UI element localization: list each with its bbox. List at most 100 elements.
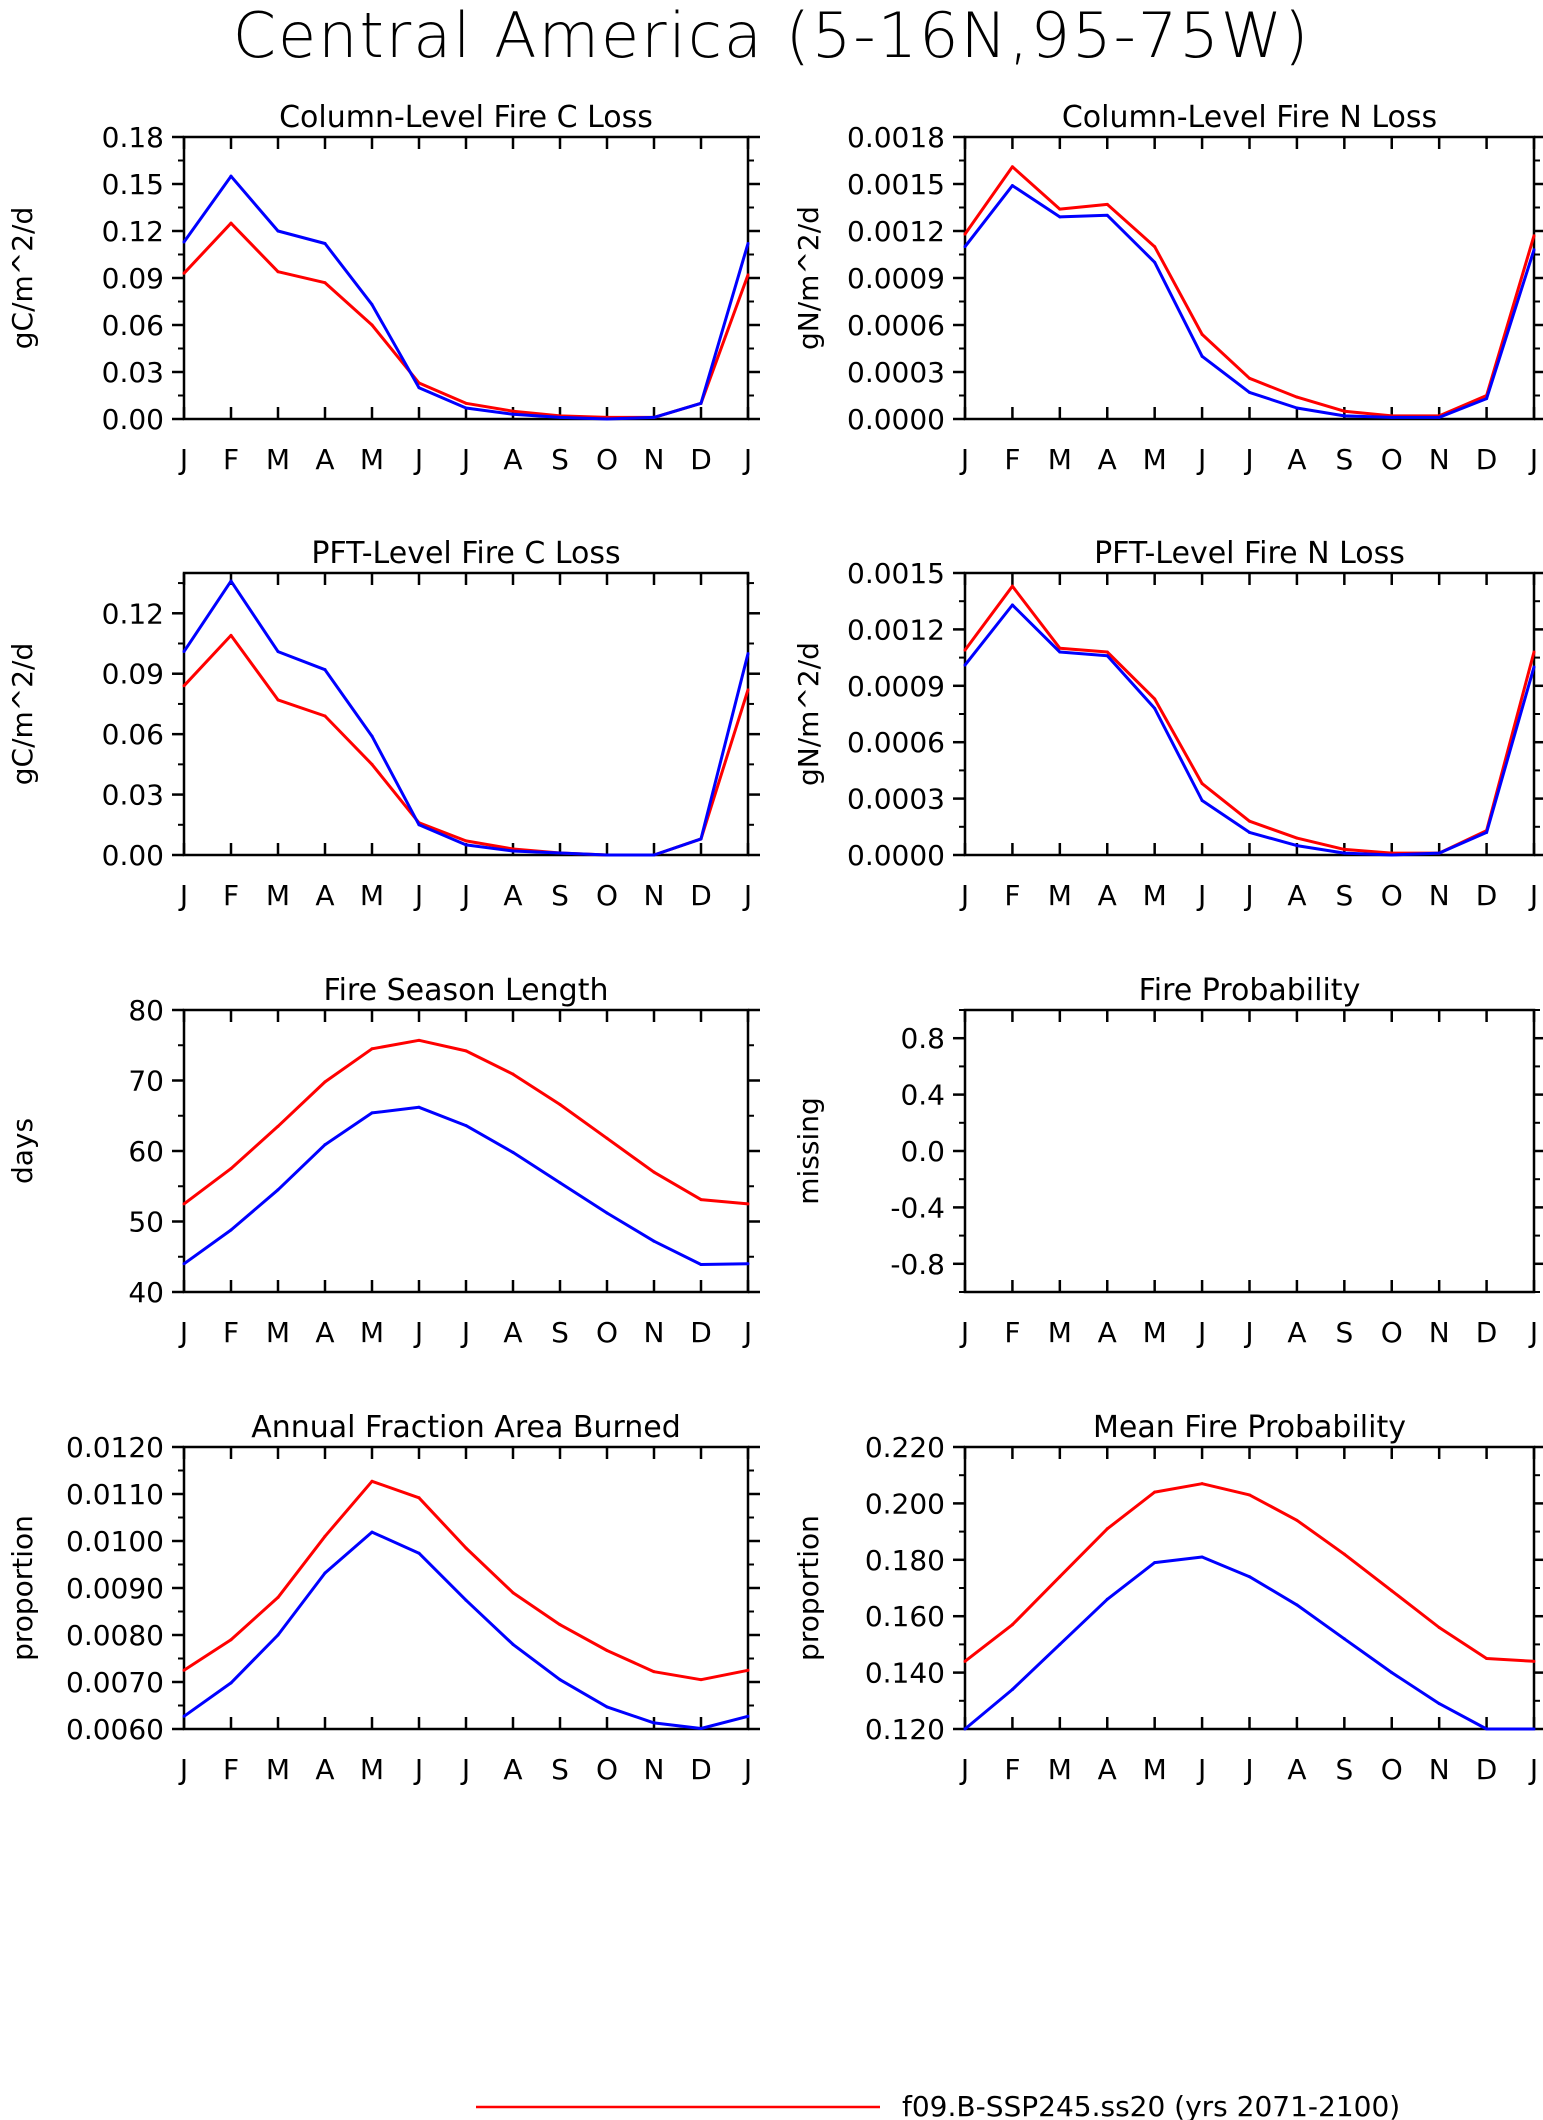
data-point bbox=[276, 1633, 280, 1637]
data-point bbox=[276, 1595, 280, 1599]
y-axis-label: gC/m^2/d bbox=[6, 643, 39, 786]
data-point bbox=[1010, 584, 1014, 588]
x-tick-label: O bbox=[596, 1316, 618, 1349]
data-point bbox=[1105, 650, 1109, 654]
x-tick-label: D bbox=[1476, 443, 1498, 476]
x-tick-label: D bbox=[1476, 1316, 1498, 1349]
x-tick-label: J bbox=[413, 443, 423, 476]
y-tick-label: 0.00 bbox=[102, 403, 164, 436]
chart-title: Mean Fire Probability bbox=[1093, 1410, 1406, 1445]
x-tick-label: J bbox=[1196, 1753, 1206, 1786]
x-tick-label: J bbox=[1243, 443, 1253, 476]
page-title: Central America (5-16N,95-75W) bbox=[232, 0, 1311, 72]
y-tick-label: -0.8 bbox=[890, 1248, 945, 1281]
y-tick-label: 0.180 bbox=[865, 1544, 945, 1577]
blue-series-line bbox=[963, 184, 1536, 419]
y-tick-label: 0.0100 bbox=[66, 1525, 164, 1558]
x-tick-label: S bbox=[1335, 443, 1353, 476]
data-point bbox=[511, 409, 515, 413]
x-tick-label: M bbox=[1143, 1753, 1167, 1786]
data-point bbox=[963, 648, 967, 652]
x-tick-label: S bbox=[551, 1753, 569, 1786]
y-tick-label: 0.03 bbox=[102, 356, 164, 389]
y-tick-label: 0.09 bbox=[102, 658, 164, 691]
data-point bbox=[1390, 1589, 1394, 1593]
data-point bbox=[1105, 1527, 1109, 1531]
x-tick-label: A bbox=[315, 1753, 334, 1786]
data-point bbox=[323, 714, 327, 718]
data-point bbox=[1342, 1552, 1346, 1556]
plot-frame bbox=[182, 571, 750, 857]
data-point bbox=[323, 1534, 327, 1538]
x-tick-label: S bbox=[551, 1316, 569, 1349]
x-tick-label: J bbox=[460, 1753, 470, 1786]
y-tick-label: 0.18 bbox=[102, 121, 164, 154]
y-tick-label: 0.06 bbox=[102, 309, 164, 342]
x-tick-label: J bbox=[1528, 1316, 1538, 1349]
plot-frame bbox=[963, 1008, 1536, 1294]
data-point bbox=[1200, 782, 1204, 786]
y-tick-label: 0.140 bbox=[865, 1657, 945, 1690]
data-point bbox=[464, 401, 468, 405]
blue-series-line bbox=[964, 1555, 1534, 1731]
x-tick-label: J bbox=[1196, 879, 1206, 912]
chart-title: PFT-Level Fire C Loss bbox=[311, 536, 620, 571]
data-point bbox=[1532, 234, 1536, 238]
data-point bbox=[1010, 603, 1014, 607]
x-tick-label: M bbox=[266, 879, 290, 912]
data-point bbox=[652, 853, 656, 857]
data-point bbox=[963, 245, 967, 249]
x-tick-label: F bbox=[223, 879, 239, 912]
y-tick-label: 0.0070 bbox=[66, 1666, 164, 1699]
data-point bbox=[1058, 1575, 1062, 1579]
data-point bbox=[323, 1571, 327, 1575]
x-tick-label: J bbox=[1243, 1316, 1253, 1349]
data-point bbox=[511, 412, 515, 416]
data-point bbox=[229, 1228, 233, 1232]
data-point bbox=[1105, 213, 1109, 217]
data-point bbox=[652, 1721, 656, 1725]
data-point bbox=[1532, 248, 1536, 252]
data-point bbox=[1295, 844, 1299, 848]
x-tick-label: J bbox=[1528, 879, 1538, 912]
x-tick-label: M bbox=[1048, 1753, 1072, 1786]
data-point bbox=[417, 1105, 421, 1109]
data-point bbox=[652, 1239, 656, 1243]
data-point bbox=[1200, 354, 1204, 358]
data-point bbox=[605, 1136, 609, 1140]
data-point bbox=[511, 1150, 515, 1154]
x-tick-label: D bbox=[1476, 1753, 1498, 1786]
data-point bbox=[417, 1496, 421, 1500]
data-point bbox=[323, 1080, 327, 1084]
data-point bbox=[1437, 1625, 1441, 1629]
data-point bbox=[699, 837, 703, 841]
x-tick-label: F bbox=[1004, 443, 1020, 476]
x-tick-label: A bbox=[503, 879, 522, 912]
data-point bbox=[746, 688, 750, 692]
y-tick-label: 0.0012 bbox=[847, 613, 945, 646]
x-tick-label: J bbox=[959, 443, 969, 476]
x-tick-label: A bbox=[503, 443, 522, 476]
data-point bbox=[558, 1623, 562, 1627]
plot-frame bbox=[963, 571, 1536, 857]
data-point bbox=[1058, 1642, 1062, 1646]
data-point bbox=[1342, 851, 1346, 855]
plot-frame bbox=[182, 1445, 750, 1731]
data-point bbox=[182, 271, 186, 275]
y-tick-label: 0.120 bbox=[865, 1713, 945, 1746]
data-point bbox=[229, 579, 233, 583]
y-axis-label: gN/m^2/d bbox=[792, 642, 825, 786]
data-point bbox=[1532, 1659, 1536, 1663]
chart-panel-3: J F M A M J J A S O N D J0.000.030.060.090.12PFT-Lev… bbox=[6, 536, 760, 912]
data-point bbox=[1532, 650, 1536, 654]
y-axis-label: days bbox=[6, 1118, 39, 1184]
x-tick-label: N bbox=[644, 1753, 665, 1786]
data-point bbox=[1485, 1657, 1489, 1660]
y-tick-label: 0.160 bbox=[865, 1600, 945, 1633]
data-point bbox=[276, 1124, 280, 1128]
chart-title: Column-Level Fire C Loss bbox=[279, 100, 653, 135]
data-point bbox=[370, 303, 374, 307]
data-point bbox=[464, 843, 468, 847]
data-point bbox=[1153, 697, 1157, 701]
